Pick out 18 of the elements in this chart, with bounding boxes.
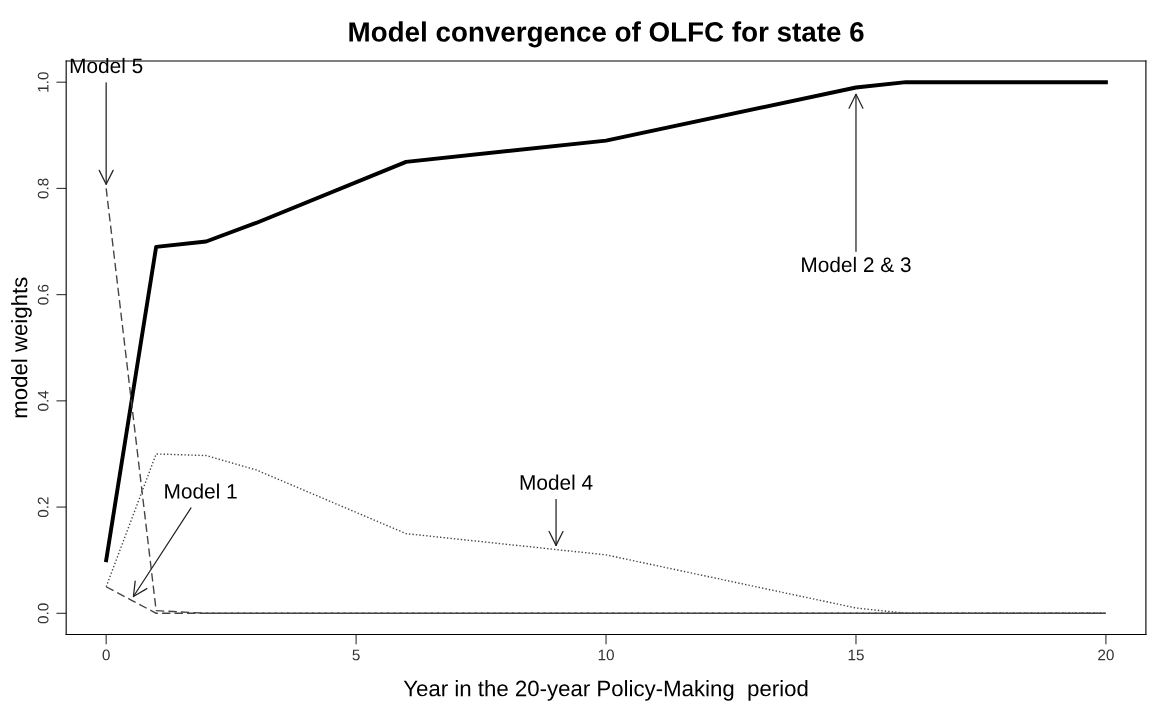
y-tick-label: 0.2 <box>37 497 49 518</box>
y-axis-title: model weights <box>11 277 32 418</box>
chart-title: Model convergence of OLFC for state 6 <box>349 21 864 48</box>
annotation: Model 4 <box>520 474 593 490</box>
x-tick-label: 10 <box>598 649 614 661</box>
x-tick-label: 15 <box>848 649 864 661</box>
x-axis-title: Year in the 20-year Policy-Making period <box>403 680 808 701</box>
y-tick-label: 0.6 <box>37 284 49 305</box>
y-tick-label: 0.4 <box>37 390 49 411</box>
annotation: Model 5 <box>70 57 143 74</box>
x-tick-label: 20 <box>1098 649 1114 661</box>
annotation: Model 2 & 3 <box>802 256 911 273</box>
x-tick-label: 5 <box>352 649 360 661</box>
y-tick-label: 1.0 <box>37 72 49 92</box>
y-tick-label: 0.0 <box>37 603 49 624</box>
x-tick-label: 0 <box>102 649 110 661</box>
y-tick-label: 0.8 <box>37 178 49 199</box>
annotation: Model 1 <box>165 483 237 499</box>
